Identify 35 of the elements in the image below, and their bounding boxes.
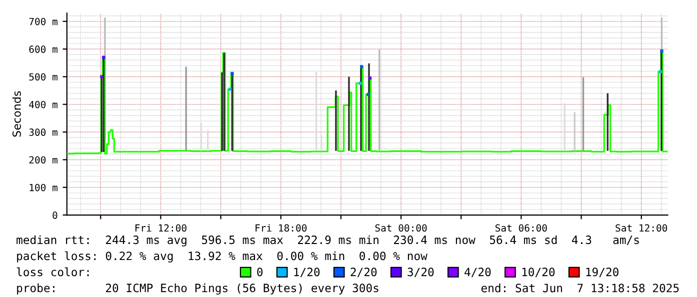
y-tick-label: 0 <box>52 212 58 219</box>
point <box>660 49 664 53</box>
y-tick-label: 700 m <box>29 18 58 26</box>
x-tick-label: Fri 12:00 <box>135 224 186 232</box>
legend-label: 3/20 <box>408 268 434 278</box>
y-tick-label: 200 m <box>29 156 58 164</box>
point <box>228 88 232 91</box>
point <box>358 82 362 85</box>
legend-label: 19/20 <box>586 268 618 278</box>
legend-label: 0 <box>257 268 263 276</box>
point <box>230 72 234 75</box>
text: end: Sat Jun 7 13:18:58 2025 <box>481 284 679 292</box>
y-tick-label: 400 m <box>29 100 58 108</box>
y-tick-label: 600 m <box>29 46 58 53</box>
y-tick-label: 300 m <box>29 128 58 136</box>
legend-title: loss color: <box>16 267 89 276</box>
y-tick-label: 100 m <box>30 184 58 192</box>
legend-label: 2/20 <box>350 268 377 278</box>
text: packet loss: 0.22 % avg 13.92 % max 0.00 % min 0.00 % now <box>17 251 428 262</box>
x-tick-label: Sat 12:00 <box>616 224 668 232</box>
point <box>102 56 106 59</box>
x-tick-label: Fri 18:00 <box>256 224 307 232</box>
point <box>360 65 364 68</box>
y-axis-title: Seconds <box>12 91 21 137</box>
legend-label: 10/20 <box>522 268 555 278</box>
legend-label: 1/20 <box>294 268 320 278</box>
text: probe: 20 ICMP Echo Pings (56 Bytes) every 300s <box>17 283 378 295</box>
y-tick-label: 500 m <box>29 73 58 81</box>
x-tick-label: Sat 06:00 <box>496 224 547 232</box>
point <box>658 70 662 74</box>
text: median rtt: 244.3 ms avg 596.5 ms max 222.9 ms min 230.4 ms now 56.4 ms sd 4.3 am/s <box>16 235 639 246</box>
point <box>366 92 370 96</box>
point <box>368 76 372 80</box>
x-tick-label: Sat 00:00 <box>375 224 427 232</box>
legend-label: 4/20 <box>464 268 491 278</box>
